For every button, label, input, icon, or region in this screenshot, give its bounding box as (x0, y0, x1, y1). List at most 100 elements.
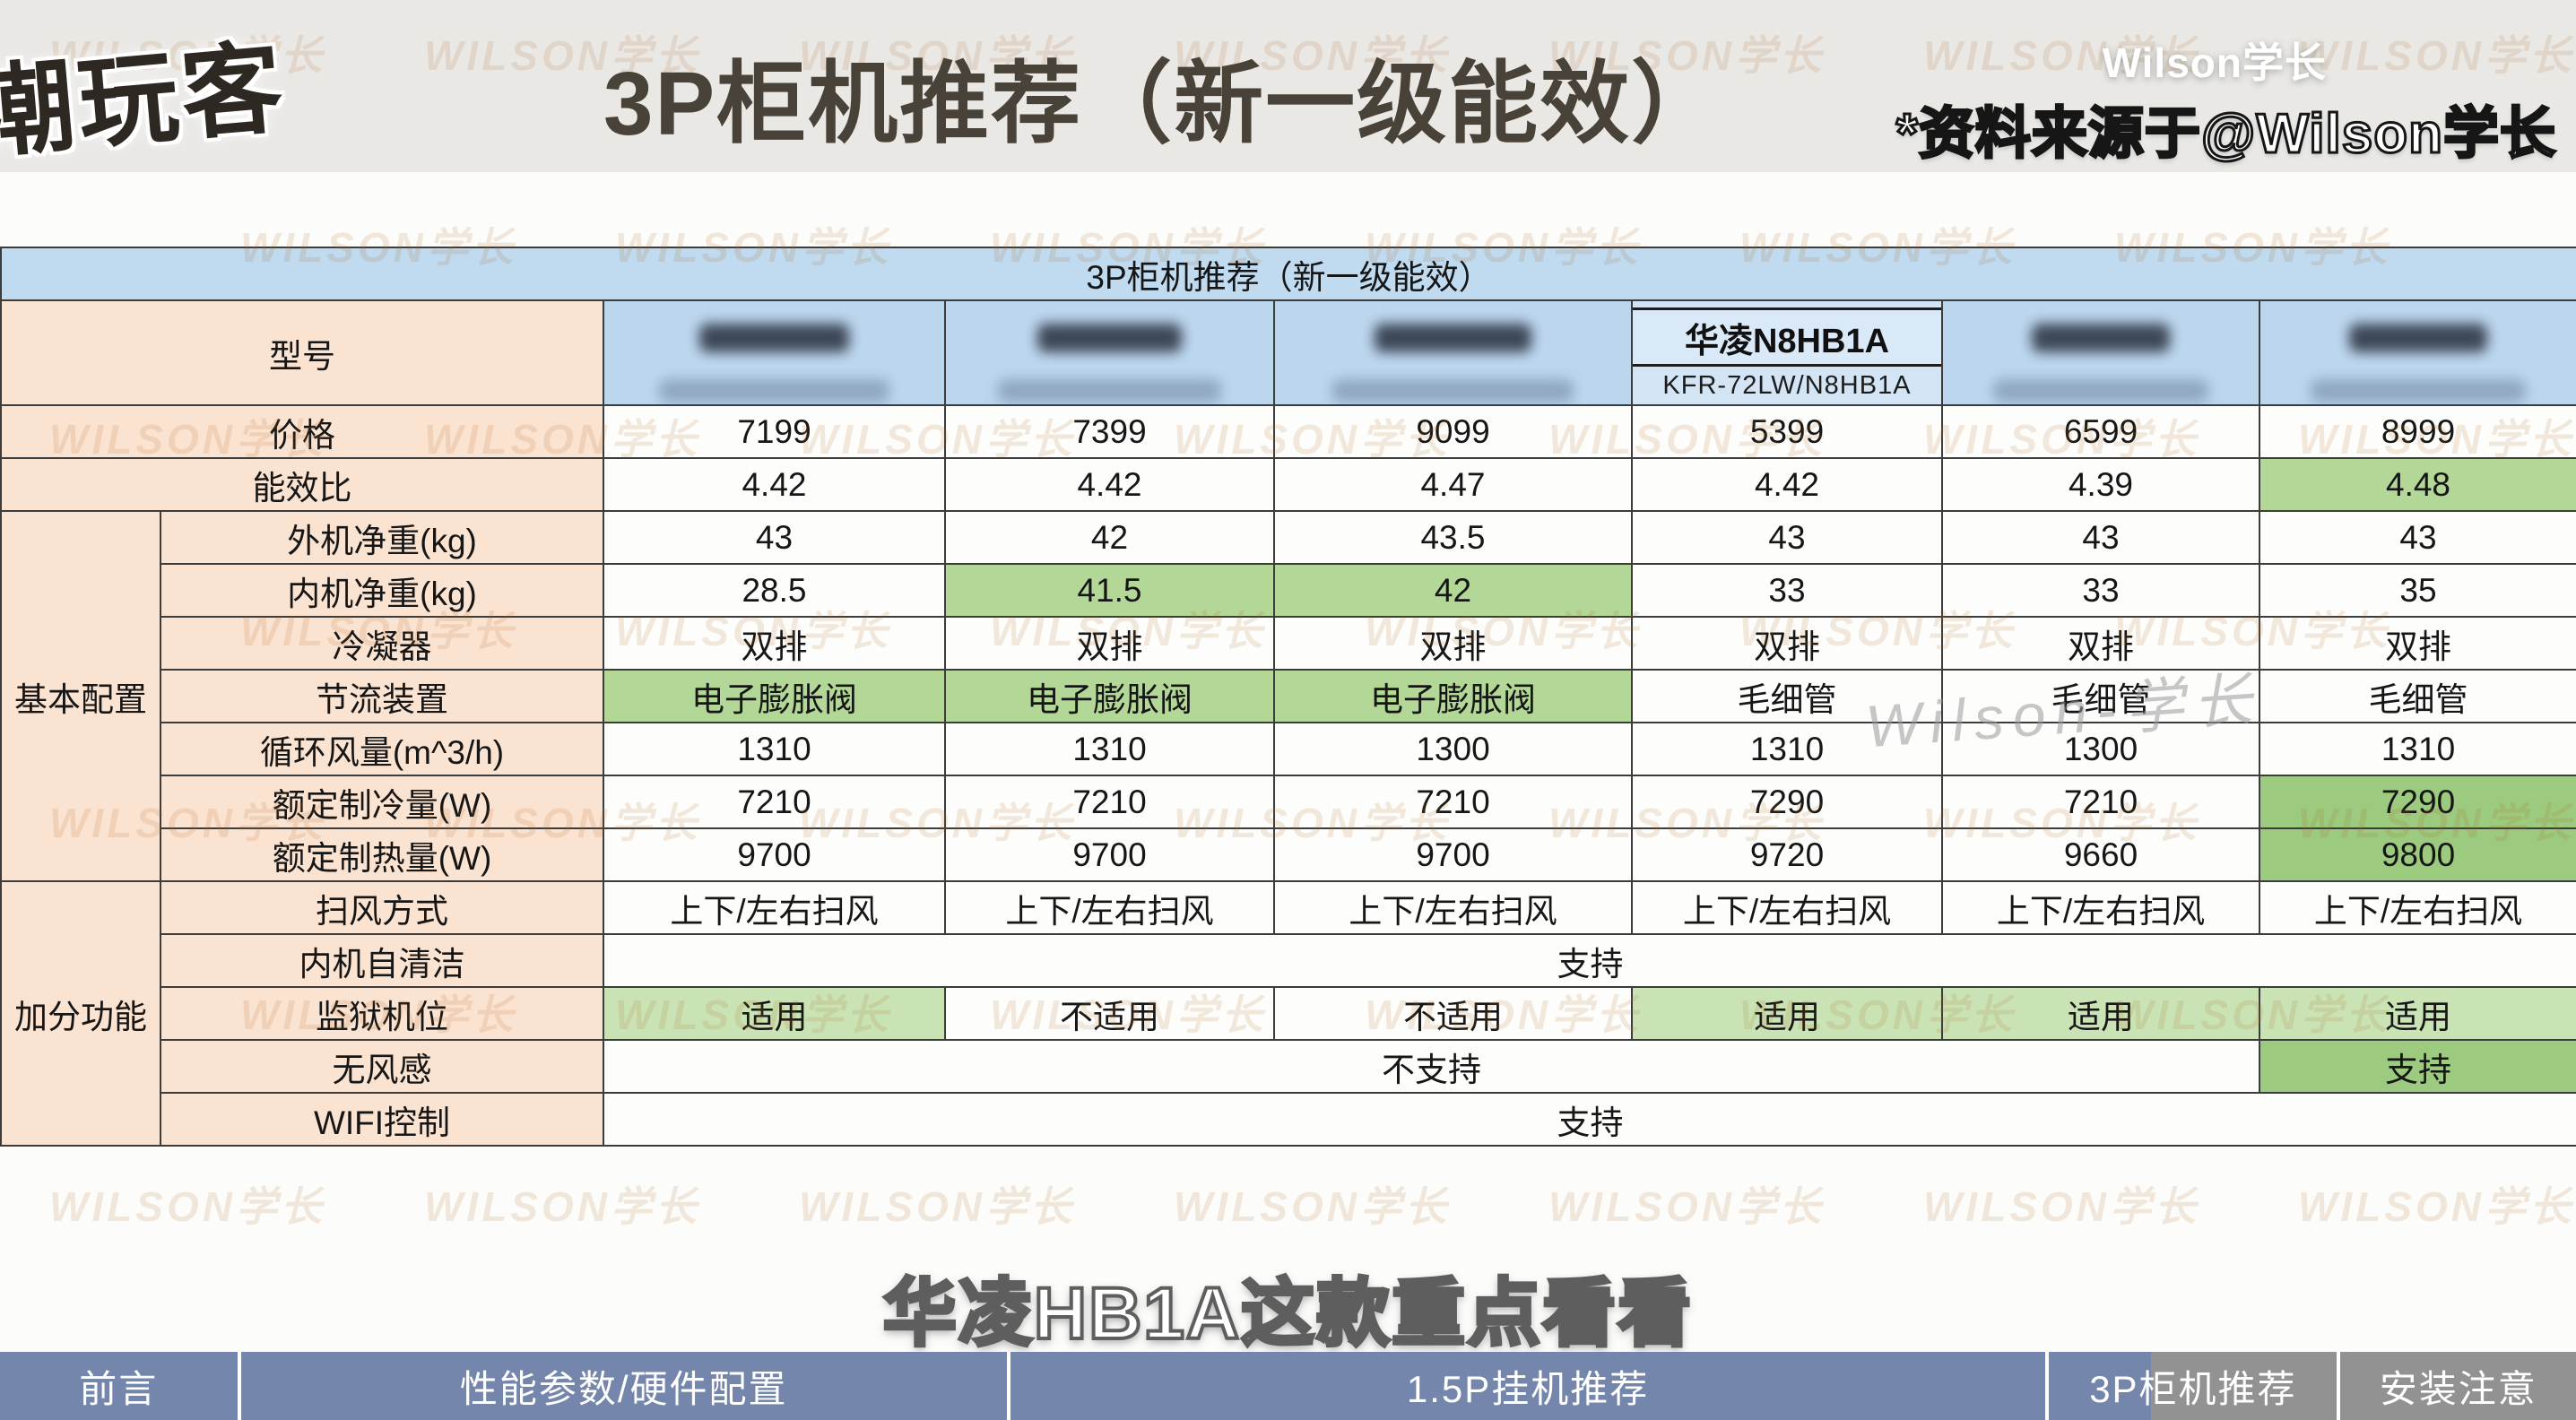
blurred-model-number (1993, 378, 2208, 403)
blurred-model-number (998, 378, 1221, 403)
header-band (0, 0, 2576, 172)
spec-cell: 7210 (1273, 775, 1633, 829)
page-title: 3P柜机推荐（新一级能效） (603, 54, 1723, 154)
model-header-censored (2258, 299, 2576, 406)
spec-cell: 7210 (944, 775, 1275, 829)
spec-cell: 双排 (1941, 616, 2260, 671)
chapter-bar: 前言 性能参数/硬件配置 1.5P挂机推荐 3P柜机推荐 安装注意 (0, 1352, 2576, 1420)
row-label: 额定制冷量(W) (160, 775, 604, 829)
chapter-segment[interactable]: 安装注意 (2337, 1352, 2576, 1420)
spec-cell: 33 (1941, 563, 2260, 618)
chapter-segment[interactable]: 性能参数/硬件配置 (237, 1352, 1007, 1420)
row-label: 能效比 (0, 457, 604, 512)
row-label: 额定制热量(W) (160, 827, 604, 882)
row-label: 冷凝器 (160, 616, 604, 671)
model-header-censored (1273, 299, 1633, 406)
spec-cell: 上下/左右扫风 (1631, 880, 1943, 935)
row-label: 外机净重(kg) (160, 510, 604, 565)
spec-cell: 1310 (1631, 722, 1943, 776)
spec-cell: 1300 (1941, 722, 2260, 776)
table-row: 内机自清洁 支持 (1, 933, 2576, 988)
table-row: 监狱机位 适用 不适用 不适用 适用 适用 适用 (1, 986, 2576, 1041)
blurred-brand-name (699, 323, 849, 352)
table-row: 加分功能 扫风方式 上下/左右扫风 上下/左右扫风 上下/左右扫风 上下/左右扫风 上下/左… (0, 880, 2576, 1147)
row-label: 内机自清洁 (160, 933, 604, 988)
spec-cell: 双排 (2258, 616, 2576, 671)
spec-cell: 6599 (1941, 404, 2260, 459)
spec-cell: 支持 (2258, 1039, 2576, 1094)
spec-cell: 适用 (1631, 986, 1943, 1041)
spec-cell: 7199 (603, 404, 946, 459)
video-subtitle: 华凌HB1A这款重点看看 (881, 1271, 1694, 1356)
spec-cell: 9700 (603, 827, 946, 882)
blurred-brand-name (2031, 323, 2171, 352)
brand-name: 华凌N8HB1A (1634, 307, 1940, 367)
spec-cell: 不支持 (603, 1039, 2260, 1094)
model-header-row: 型号 华凌N8HB1A KFR-72LW/N8HB1A (0, 299, 2576, 406)
spec-cell: 7290 (2258, 775, 2576, 829)
spec-cell: 1310 (944, 722, 1275, 776)
spec-cell: 8999 (2258, 404, 2576, 459)
spec-cell: 9099 (1273, 404, 1633, 459)
blurred-model-number (658, 378, 890, 403)
model-header-censored (1941, 299, 2260, 406)
spec-cell: 电子膨胀阀 (603, 669, 946, 723)
spec-cell: 9700 (944, 827, 1275, 882)
blurred-brand-name (2348, 323, 2488, 352)
channel-logo: 潮玩客 (0, 31, 291, 170)
spec-cell: 5399 (1631, 404, 1943, 459)
model-number: KFR-72LW/N8HB1A (1662, 370, 1912, 400)
spec-cell: 35 (2258, 563, 2576, 618)
spec-cell: 毛细管 (2258, 669, 2576, 723)
spec-cell: 7210 (603, 775, 946, 829)
spec-cell: 42 (944, 510, 1275, 565)
spec-cell: 双排 (1273, 616, 1633, 671)
spec-cell: 43.5 (1273, 510, 1633, 565)
spec-cell: 43 (1941, 510, 2260, 565)
row-group-label: 基本配置 (0, 510, 161, 882)
spec-cell: 双排 (1631, 616, 1943, 671)
chapter-segment[interactable]: 1.5P挂机推荐 (1006, 1352, 2046, 1420)
spec-cell: 43 (1631, 510, 1943, 565)
chapter-segment[interactable]: 前言 (79, 1367, 159, 1410)
credit-source: *资料来源于@Wilson学长 (1895, 102, 2556, 167)
model-row-label: 型号 (0, 299, 604, 406)
credit-author: Wilson学长 (2102, 39, 2327, 86)
chapter-segment[interactable]: 3P柜机推荐 (2045, 1352, 2337, 1420)
spec-cell: 支持 (602, 933, 2576, 988)
spec-cell: 4.42 (603, 457, 946, 512)
spec-cell: 4.48 (2258, 457, 2576, 512)
tiled-watermark: WILSON学长 (49, 1183, 325, 1230)
table-row: 内机净重(kg) 28.5 41.5 42 33 33 35 (1, 563, 2576, 618)
tiled-watermark: WILSON学长 (424, 1183, 700, 1230)
spec-cell: 4.42 (944, 457, 1275, 512)
spec-cell: 电子膨胀阀 (944, 669, 1275, 723)
tiled-watermark: WILSON学长 (2298, 1183, 2574, 1230)
spec-cell: 43 (2258, 510, 2576, 565)
spec-cell: 上下/左右扫风 (603, 880, 946, 935)
table-row: 循环风量(m^3/h) 1310 1310 1300 1310 1300 1310 (1, 722, 2576, 776)
row-label: 节流装置 (160, 669, 604, 723)
spec-cell: 4.39 (1941, 457, 2260, 512)
spec-cell: 电子膨胀阀 (1273, 669, 1633, 723)
spec-cell: 毛细管 (1631, 669, 1943, 723)
spec-cell: 7210 (1941, 775, 2260, 829)
spec-cell: 9700 (1273, 827, 1633, 882)
table-row: 冷凝器 双排 双排 双排 双排 双排 双排 (1, 616, 2576, 671)
spec-cell: 9720 (1631, 827, 1943, 882)
spec-cell: 41.5 (944, 563, 1275, 618)
spec-cell: 4.47 (1273, 457, 1633, 512)
row-group-label: 加分功能 (0, 880, 161, 1147)
table-title-row: 3P柜机推荐（新一级能效） (0, 247, 2576, 301)
spec-cell: 1310 (603, 722, 946, 776)
table-row: 节流装置 电子膨胀阀 电子膨胀阀 电子膨胀阀 毛细管 毛细管 毛细管 (1, 669, 2576, 723)
blurred-model-number (1331, 378, 1574, 403)
table-row: 价格 7199 7399 9099 5399 6599 8999 (0, 404, 2576, 459)
spec-cell: 上下/左右扫风 (944, 880, 1275, 935)
row-label: 循环风量(m^3/h) (160, 722, 604, 776)
row-label: WIFI控制 (160, 1092, 604, 1147)
table-row: WIFI控制 支持 (1, 1092, 2576, 1147)
model-header-censored (603, 299, 946, 406)
table-row: 额定制热量(W) 9700 9700 9700 9720 9660 9800 (1, 827, 2576, 882)
